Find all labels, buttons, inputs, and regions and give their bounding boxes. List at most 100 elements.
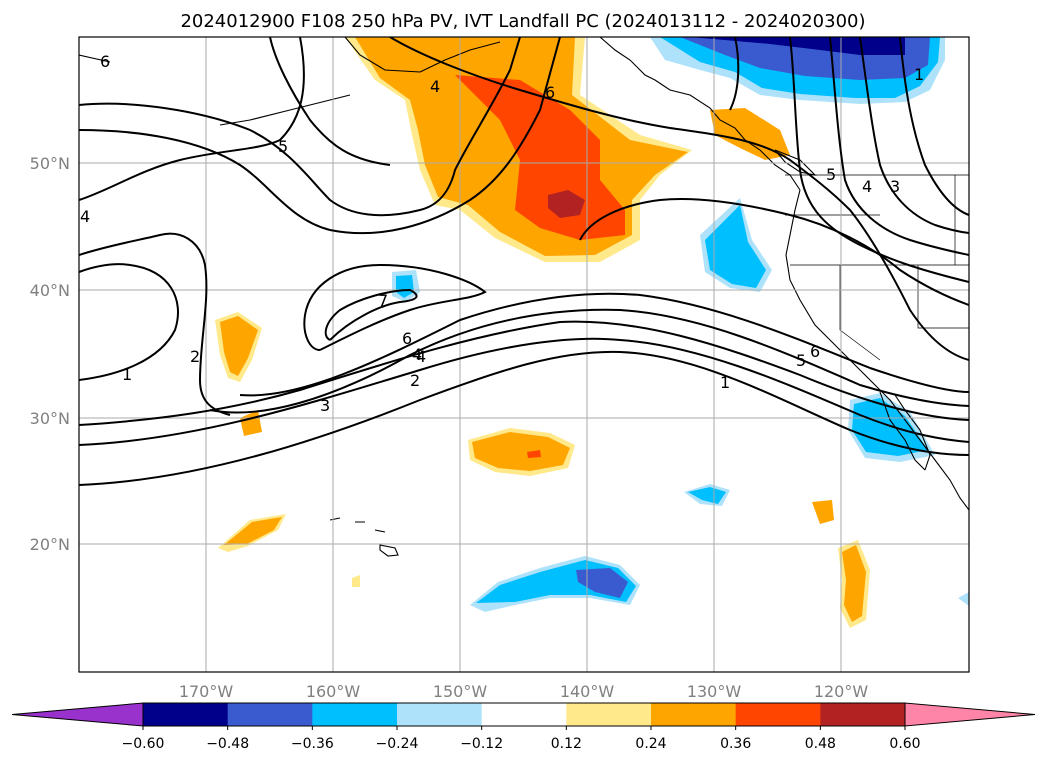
shading-region-mid-inner xyxy=(396,275,414,298)
contour-line xyxy=(79,263,179,381)
contour-line xyxy=(579,198,969,306)
contour-label: 6 xyxy=(402,329,412,348)
colorbar-segments xyxy=(11,702,1036,727)
contour-line xyxy=(389,37,969,361)
contour-label: 4 xyxy=(80,207,90,226)
gridlines xyxy=(79,37,969,672)
lat-tick-label: 30°N xyxy=(30,409,70,428)
map-panel: 6 4 6 5 4 4 7 6 4 2 2 1 3 1 5 6 5 4 3 1 xyxy=(79,37,969,672)
contour-label: 1 xyxy=(720,373,730,392)
lon-tick-label: 140°W xyxy=(560,682,615,701)
coastlines xyxy=(79,37,969,557)
contour-label: 1 xyxy=(914,65,924,84)
colorbar-tick-label: −0.60 xyxy=(122,736,165,752)
colorbar-bin xyxy=(566,703,652,726)
shading-region-east-tall-inner xyxy=(842,545,866,622)
shading-region-far-east xyxy=(958,592,969,606)
shading-region-central-inner xyxy=(472,432,570,471)
shading-region-east-small xyxy=(812,500,834,524)
contour-line xyxy=(79,37,305,201)
shading-region-west-1-inner xyxy=(220,316,258,376)
contour-labels: 6 4 6 5 4 4 7 6 4 2 2 1 3 1 5 6 5 4 3 1 xyxy=(80,52,924,415)
lon-tick-label: 170°W xyxy=(179,682,234,701)
colorbar-tick-label: −0.36 xyxy=(291,736,334,752)
contour-line xyxy=(79,232,231,416)
contour-line xyxy=(79,320,969,426)
shading-region-ne-pacific-inner xyxy=(705,205,766,288)
contour-label: 6 xyxy=(545,83,555,102)
contour-label: 5 xyxy=(796,351,806,370)
contour-label: 1 xyxy=(122,365,132,384)
contour-label: 6 xyxy=(810,342,820,361)
contour-line xyxy=(324,288,418,341)
contour-label: 2 xyxy=(410,371,420,390)
lon-tick-label: 120°W xyxy=(814,682,869,701)
colorbar-tick-label: −0.48 xyxy=(206,736,249,752)
lat-tick-label: 50°N xyxy=(30,154,70,173)
shading-region-socal-inner xyxy=(852,398,928,456)
colorbar: −0.60 −0.48 −0.36 −0.24 −0.12 0.12 0.24 0.36 0.4… xyxy=(11,702,1036,752)
shading-region-small-dot xyxy=(352,575,360,587)
colorbar-tick-label: 0.24 xyxy=(635,736,666,752)
colorbar-ticks: −0.60 −0.48 −0.36 −0.24 −0.12 0.12 0.24 0.36 0.4… xyxy=(122,726,921,752)
contour-line xyxy=(269,37,391,166)
colorbar-tick-label: 0.36 xyxy=(720,736,751,752)
colorbar-extend-left xyxy=(11,702,144,727)
map-frame xyxy=(78,36,970,673)
contour-line xyxy=(239,292,969,397)
lon-tick-label: 160°W xyxy=(306,682,361,701)
colorbar-frame xyxy=(142,702,906,727)
contour-label: 4 xyxy=(862,177,872,196)
shading-region-nw-canada-peak xyxy=(690,37,905,55)
colorbar-tick-label: 0.60 xyxy=(889,736,920,752)
contour-line xyxy=(303,263,487,351)
contour-label: 5 xyxy=(826,165,836,184)
shading-region-central-core xyxy=(527,450,541,458)
colorbar-bin xyxy=(735,703,821,726)
longitude-tick-labels: 170°W 160°W 150°W 140°W 130°W 120°W xyxy=(179,682,869,701)
hawaii-islands xyxy=(329,517,399,557)
colorbar-tick-label: 0.12 xyxy=(551,736,582,752)
contour-label: 4 xyxy=(416,347,426,366)
contour-label: 4 xyxy=(430,77,440,96)
shading-region-south-core xyxy=(576,568,628,598)
contour-label: 3 xyxy=(890,177,900,196)
contour-label: 4 xyxy=(412,345,422,364)
figure-title: 2024012900 F108 250 hPa PV, IVT Landfall… xyxy=(180,11,865,32)
coastline-alaska xyxy=(79,37,969,511)
colorbar-extend-right xyxy=(904,702,1036,727)
colorbar-bin xyxy=(481,703,567,726)
contour-line xyxy=(209,308,969,414)
contour-label: 6 xyxy=(100,52,110,71)
colorbar-bin xyxy=(143,703,229,726)
contour-line xyxy=(729,37,740,111)
lon-tick-label: 150°W xyxy=(433,682,488,701)
state-borders xyxy=(785,174,969,361)
colorbar-bin xyxy=(227,703,313,726)
lat-tick-label: 40°N xyxy=(30,281,70,300)
contour-label: 5 xyxy=(278,137,288,156)
shading-region-gulf-alaska-peak xyxy=(548,190,585,218)
contour-line xyxy=(829,37,969,256)
contour-line xyxy=(79,337,969,446)
shading-region-small-east-inner xyxy=(688,487,726,504)
lon-tick-label: 130°W xyxy=(687,682,742,701)
pv-contours xyxy=(79,37,969,486)
colorbar-tick-label: −0.24 xyxy=(376,736,419,752)
coastline-baja xyxy=(879,391,931,471)
contour-line xyxy=(79,350,969,486)
contour-line xyxy=(79,37,521,217)
colorbar-bin xyxy=(651,703,737,726)
lat-tick-label: 20°N xyxy=(30,535,70,554)
contour-label: 2 xyxy=(190,347,200,366)
contour-line xyxy=(79,37,561,235)
latitude-tick-labels: 20°N 30°N 40°N 50°N xyxy=(30,154,70,554)
colorbar-bin xyxy=(397,703,483,726)
contour-line xyxy=(859,37,969,234)
contour-label: 3 xyxy=(320,396,330,415)
shading-region-bc-coast xyxy=(710,108,790,160)
colorbar-bin xyxy=(820,703,906,726)
contour-line xyxy=(899,37,969,216)
colorbar-bin xyxy=(312,703,398,726)
